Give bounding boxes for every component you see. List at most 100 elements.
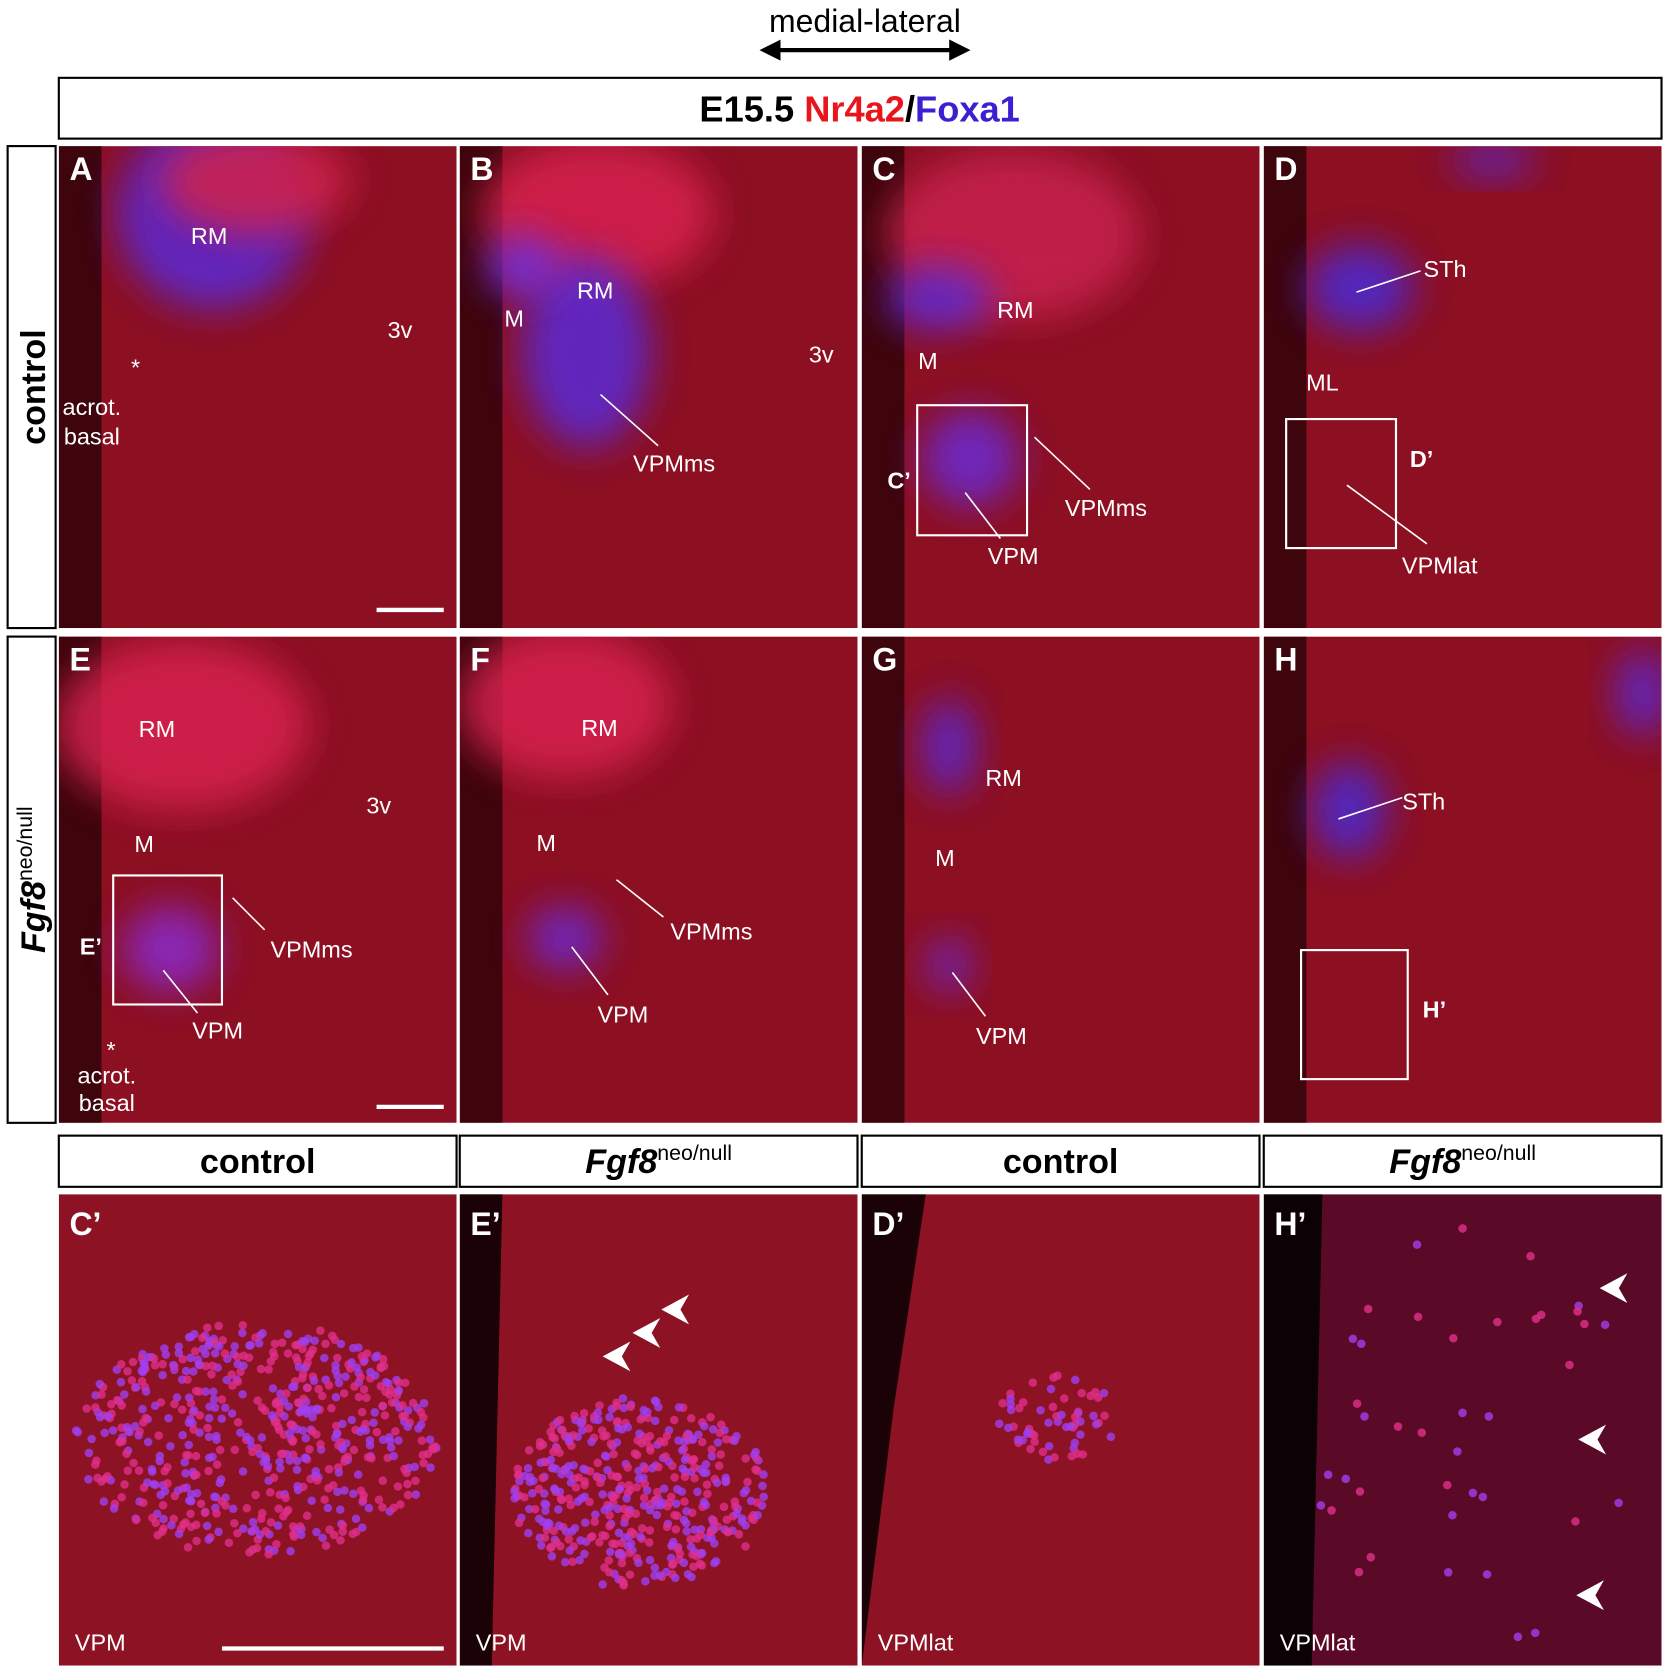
cell xyxy=(416,1420,426,1430)
cell xyxy=(624,1480,634,1490)
leader-line xyxy=(1356,270,1421,293)
cell xyxy=(564,1461,573,1471)
cell xyxy=(358,1523,367,1532)
cell xyxy=(109,1504,119,1513)
cell xyxy=(378,1503,387,1512)
cell xyxy=(623,1422,633,1432)
cell xyxy=(403,1479,412,1489)
cell xyxy=(354,1392,364,1402)
cell xyxy=(712,1478,722,1487)
cell xyxy=(1100,1411,1109,1420)
cell xyxy=(1355,1487,1365,1496)
cell xyxy=(183,1543,193,1552)
cell xyxy=(1448,1511,1457,1520)
cell xyxy=(394,1386,404,1395)
separator: / xyxy=(905,89,915,130)
cell xyxy=(1493,1317,1502,1327)
cell xyxy=(623,1463,632,1472)
cell xyxy=(194,1387,204,1396)
cell xyxy=(303,1406,312,1415)
cell xyxy=(278,1449,288,1458)
cell xyxy=(1526,1251,1535,1261)
cell xyxy=(713,1438,723,1447)
cell xyxy=(279,1511,288,1521)
cell xyxy=(1571,1517,1580,1526)
cell xyxy=(741,1454,750,1463)
cell xyxy=(248,1517,258,1527)
cell xyxy=(253,1396,262,1405)
cell xyxy=(659,1484,669,1493)
cell xyxy=(615,1484,624,1494)
cell xyxy=(239,1361,248,1370)
cell xyxy=(242,1432,251,1442)
cell xyxy=(723,1527,733,1537)
cell xyxy=(150,1360,160,1370)
cell xyxy=(708,1425,718,1434)
annotation: VPM xyxy=(988,543,1039,569)
cell xyxy=(639,1501,649,1510)
cell xyxy=(108,1426,118,1435)
cell xyxy=(336,1536,345,1545)
cell xyxy=(547,1542,556,1552)
inset-box xyxy=(1300,949,1409,1081)
cell xyxy=(714,1461,724,1471)
cell xyxy=(215,1445,225,1455)
cell xyxy=(645,1555,655,1565)
cell xyxy=(620,1533,630,1542)
cell xyxy=(264,1365,273,1374)
cell xyxy=(385,1436,395,1446)
cell xyxy=(120,1480,129,1489)
cell xyxy=(184,1440,194,1450)
annotation: basal xyxy=(79,1090,135,1116)
cell xyxy=(426,1463,435,1472)
cell xyxy=(177,1405,187,1414)
cell xyxy=(100,1428,109,1438)
cell xyxy=(646,1446,655,1455)
cell xyxy=(221,1403,230,1413)
cell xyxy=(1478,1492,1488,1502)
annotation: M xyxy=(134,831,154,857)
cell xyxy=(530,1505,540,1514)
cell xyxy=(391,1427,400,1436)
cell xyxy=(328,1331,337,1341)
cell xyxy=(341,1372,350,1381)
cell xyxy=(587,1532,597,1541)
cell xyxy=(1057,1410,1066,1420)
cell xyxy=(238,1328,247,1338)
cell xyxy=(679,1515,689,1525)
cell xyxy=(169,1360,178,1370)
cell xyxy=(1357,1339,1366,1349)
cell xyxy=(645,1431,655,1441)
annotation: RM xyxy=(577,278,613,304)
cell xyxy=(640,1479,650,1489)
cell xyxy=(184,1393,194,1402)
cell xyxy=(574,1473,583,1482)
panel-background xyxy=(1263,636,1662,1123)
panel-letter: B xyxy=(470,151,493,187)
cell xyxy=(636,1415,645,1424)
annotation: STh xyxy=(1424,256,1467,282)
cell xyxy=(327,1403,336,1413)
cell xyxy=(242,1503,252,1513)
cell xyxy=(1458,1408,1467,1418)
cell xyxy=(541,1506,550,1515)
cell xyxy=(524,1445,534,1455)
cell xyxy=(645,1505,655,1515)
annotation: * xyxy=(131,354,140,380)
cell xyxy=(626,1402,635,1412)
cell xyxy=(1412,1240,1422,1249)
cell xyxy=(116,1377,126,1387)
leader-line xyxy=(964,492,1002,539)
panel-background xyxy=(459,1194,858,1666)
signal-region xyxy=(922,698,976,795)
cell xyxy=(361,1419,370,1429)
cell xyxy=(118,1436,127,1446)
cell xyxy=(1070,1412,1080,1422)
inset-header: control xyxy=(200,1143,316,1181)
cell xyxy=(117,1401,126,1410)
cell xyxy=(265,1488,275,1497)
cell xyxy=(159,1524,168,1533)
cell xyxy=(576,1419,585,1428)
cell xyxy=(732,1509,741,1519)
cell xyxy=(566,1500,575,1510)
